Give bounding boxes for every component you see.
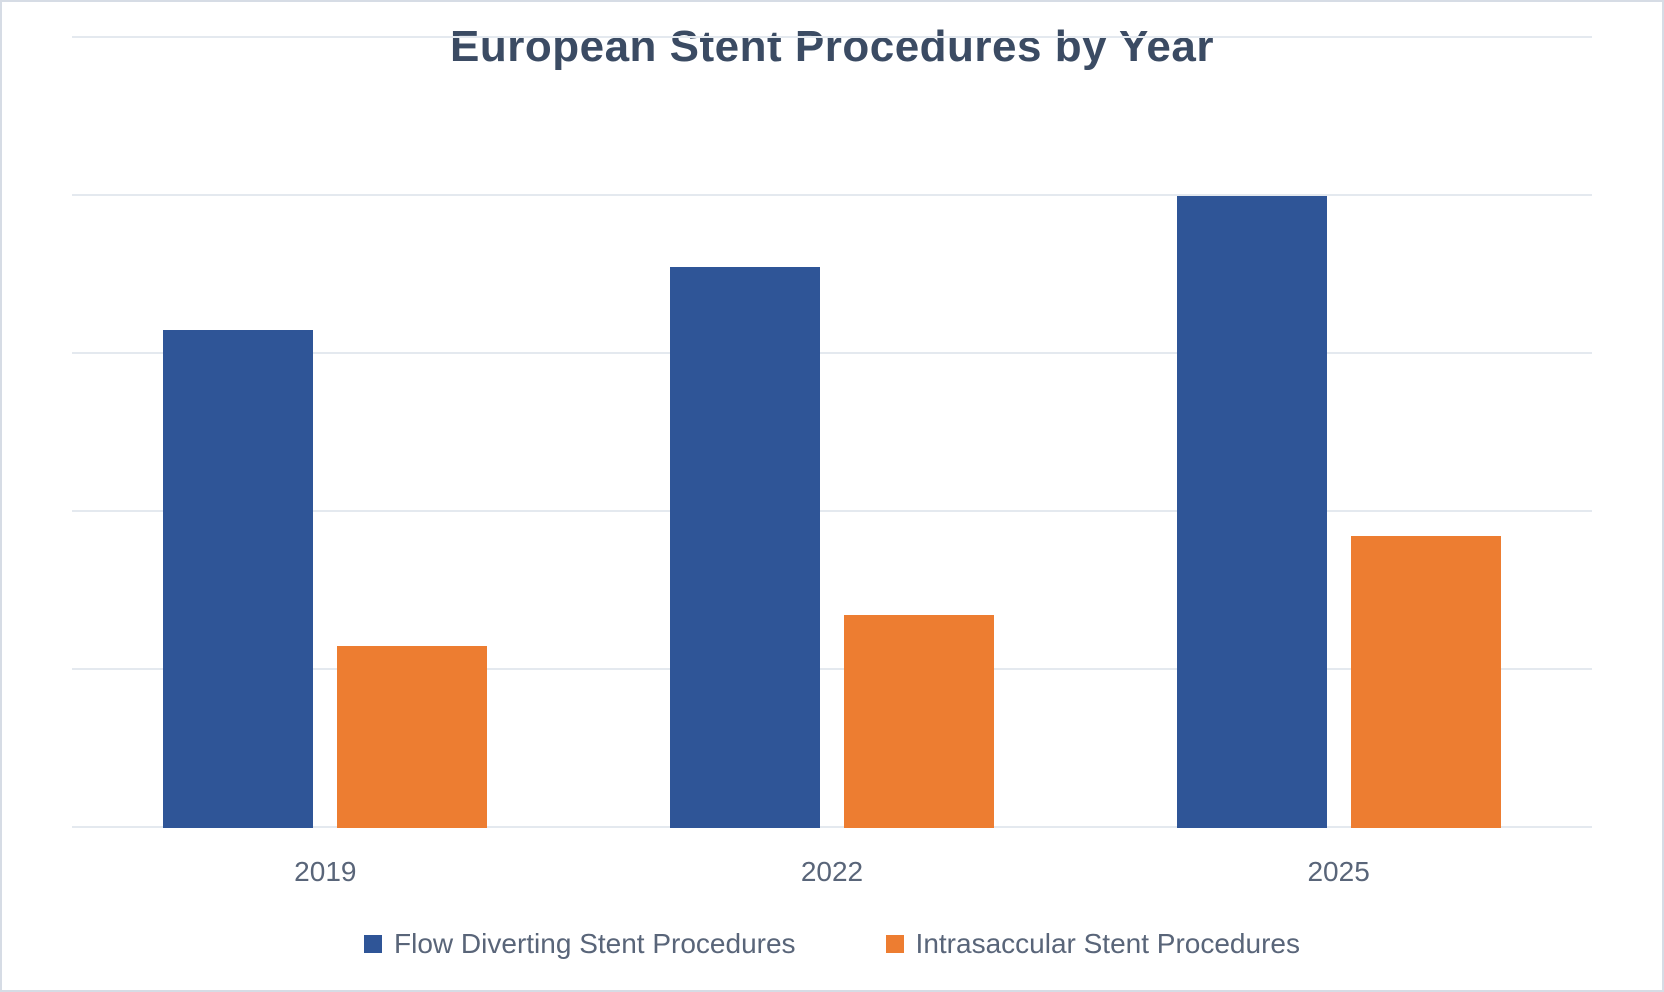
gridline <box>72 36 1592 38</box>
bar-series-0 <box>1177 196 1327 828</box>
chart-container: European Stent Procedures by Year 201920… <box>0 0 1664 992</box>
x-axis-label: 2022 <box>579 856 1086 888</box>
plot-area <box>72 102 1592 828</box>
chart-title: European Stent Procedures by Year <box>32 22 1632 72</box>
legend-swatch-icon <box>364 935 382 953</box>
x-axis-label: 2025 <box>1085 856 1592 888</box>
bar-series-0 <box>163 330 313 828</box>
bar-group <box>72 330 579 828</box>
bar-group <box>1085 196 1592 828</box>
bar-series-1 <box>844 615 994 828</box>
legend-label: Intrasaccular Stent Procedures <box>916 928 1300 960</box>
legend-swatch-icon <box>886 935 904 953</box>
legend-item: Intrasaccular Stent Procedures <box>886 928 1300 960</box>
bar-series-1 <box>1351 536 1501 828</box>
legend: Flow Diverting Stent Procedures Intrasacc… <box>32 928 1632 960</box>
bar-group <box>579 267 1086 828</box>
bar-series-0 <box>670 267 820 828</box>
legend-label: Flow Diverting Stent Procedures <box>394 928 796 960</box>
legend-item: Flow Diverting Stent Procedures <box>364 928 796 960</box>
x-axis-labels: 201920222025 <box>72 856 1592 888</box>
bar-series-1 <box>337 646 487 828</box>
x-axis-label: 2019 <box>72 856 579 888</box>
